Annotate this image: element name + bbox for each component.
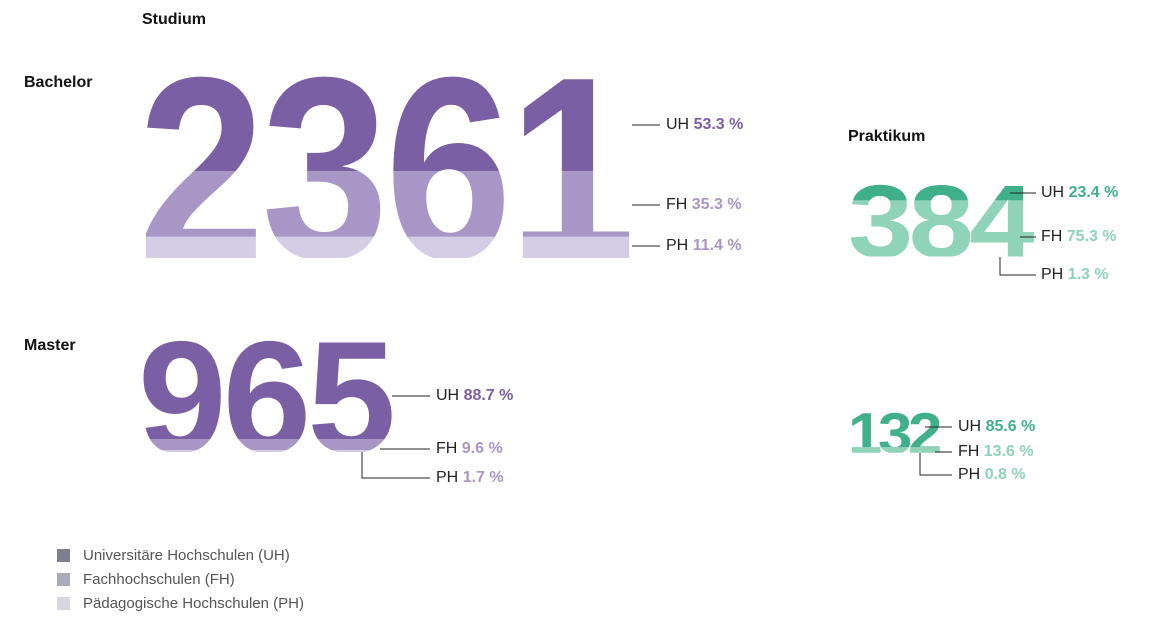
share-label: FH 75.3 % xyxy=(1041,228,1117,245)
share-name: FH xyxy=(958,443,979,460)
legend-text: Universitäre Hochschulen (UH) xyxy=(83,547,290,564)
share-name: UH xyxy=(958,418,981,435)
leader-line xyxy=(361,452,430,479)
share-name: UH xyxy=(1041,184,1064,201)
share-value: 11.4 % xyxy=(693,237,742,254)
share-name: UH xyxy=(666,116,689,133)
total-number-band: 132 xyxy=(848,402,940,466)
total-number-band: 384 xyxy=(848,163,1034,279)
share-name: FH xyxy=(666,196,687,213)
total-number-band: 2361 xyxy=(138,24,632,314)
leader-line xyxy=(999,257,1036,276)
total-number-band: 132 xyxy=(848,402,940,466)
share-name: PH xyxy=(1041,266,1063,283)
legend-swatch xyxy=(57,573,70,586)
legend-text: Fachhochschulen (FH) xyxy=(83,571,235,588)
share-value: 75.3 % xyxy=(1067,228,1117,245)
share-name: PH xyxy=(436,469,458,486)
share-label: PH 1.7 % xyxy=(436,469,504,486)
share-label: UH 23.4 % xyxy=(1041,184,1118,201)
legend-swatch xyxy=(57,549,70,562)
share-label: PH 11.4 % xyxy=(666,237,742,254)
share-name: PH xyxy=(666,237,688,254)
share-label: UH 85.6 % xyxy=(958,418,1035,435)
section-title: Studium xyxy=(142,11,206,28)
total-number-band: 965 xyxy=(138,308,392,486)
share-value: 0.8 % xyxy=(985,466,1026,483)
share-name: UH xyxy=(436,387,459,404)
share-value: 1.7 % xyxy=(463,469,504,486)
total-number-band: 965 xyxy=(138,308,392,486)
share-label: UH 53.3 % xyxy=(666,116,743,133)
share-value: 88.7 % xyxy=(464,387,514,404)
leader-line xyxy=(919,453,952,476)
share-label: UH 88.7 % xyxy=(436,387,513,404)
section-title: Praktikum xyxy=(848,128,925,145)
total-number-band: 384 xyxy=(848,163,1034,279)
total-number-band: 965 xyxy=(138,308,392,486)
group-label: Master xyxy=(24,337,76,354)
share-value: 9.6 % xyxy=(462,440,503,457)
share-value: 23.4 % xyxy=(1069,184,1119,201)
share-value: 13.6 % xyxy=(984,443,1034,460)
share-value: 53.3 % xyxy=(694,116,744,133)
total-number-band: 384 xyxy=(848,163,1034,279)
group-label: Bachelor xyxy=(24,74,92,91)
legend-text: Pädagogische Hochschulen (PH) xyxy=(83,595,304,612)
share-label: FH 13.6 % xyxy=(958,443,1034,460)
share-name: FH xyxy=(436,440,457,457)
share-label: FH 9.6 % xyxy=(436,440,503,457)
legend-swatch xyxy=(57,597,70,610)
share-label: PH 1.3 % xyxy=(1041,266,1109,283)
total-number-band: 2361 xyxy=(138,24,632,314)
share-label: FH 35.3 % xyxy=(666,196,742,213)
share-name: FH xyxy=(1041,228,1062,245)
total-number-band: 2361 xyxy=(138,24,632,314)
share-value: 1.3 % xyxy=(1068,266,1109,283)
share-label: PH 0.8 % xyxy=(958,466,1026,483)
share-value: 85.6 % xyxy=(986,418,1036,435)
share-value: 35.3 % xyxy=(692,196,742,213)
share-name: PH xyxy=(958,466,980,483)
total-number-band: 132 xyxy=(848,402,940,466)
